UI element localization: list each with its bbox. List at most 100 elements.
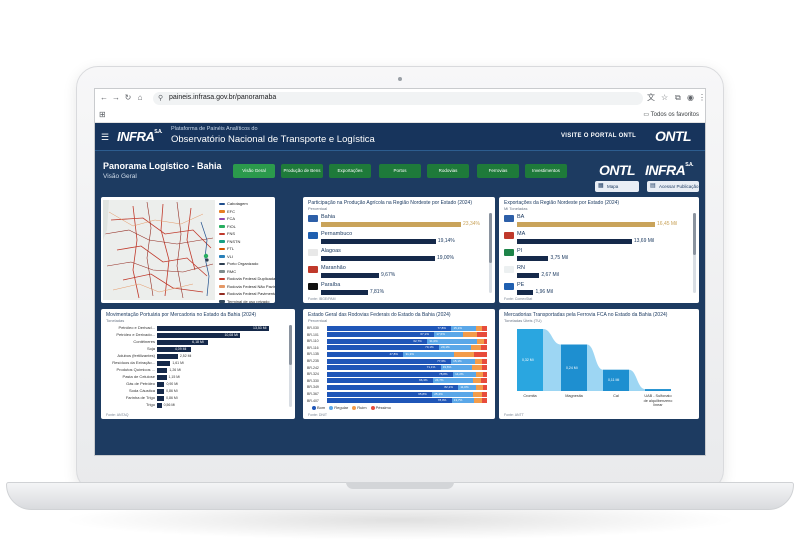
agri-bar[interactable] (321, 222, 461, 227)
map-legend-item[interactable]: FNS (218, 230, 272, 238)
profile-icon[interactable]: ◉ (687, 93, 694, 102)
visit-portal-link[interactable]: VISITE O PORTAL ONTL (561, 133, 637, 139)
tab-6[interactable]: Investimentos (525, 164, 567, 178)
address-bar[interactable]: ⚲ paineis.infrasa.gov.br/panoramaba (153, 92, 643, 105)
road-segment[interactable] (403, 351, 454, 357)
road-segment[interactable] (475, 371, 483, 377)
tab-0[interactable]: Visão Geral (233, 164, 275, 178)
road-segment[interactable] (327, 378, 434, 384)
road-segment[interactable] (482, 325, 487, 331)
port-bar[interactable] (157, 326, 269, 331)
road-segment[interactable] (327, 371, 454, 377)
agri-bar[interactable] (321, 273, 379, 278)
road-segment[interactable] (482, 398, 487, 404)
road-segment[interactable] (483, 338, 487, 344)
road-segment[interactable] (440, 365, 473, 371)
road-segment[interactable] (433, 378, 473, 384)
road-segment[interactable] (475, 358, 483, 364)
map-legend-item[interactable]: FCA (218, 215, 272, 223)
extensions-icon[interactable]: ⧉ (675, 93, 681, 102)
map-legend-item[interactable]: FTL (218, 245, 272, 253)
exports-scrollbar-thumb[interactable] (693, 213, 696, 255)
road-segment[interactable] (481, 345, 487, 351)
road-segment[interactable] (475, 325, 483, 331)
site-info-icon[interactable]: ⚲ (158, 95, 164, 102)
road-segment[interactable] (327, 325, 452, 331)
rail-bar[interactable] (603, 369, 629, 391)
back-icon[interactable]: ← (100, 93, 108, 102)
tab-5[interactable]: Ferrovias (477, 164, 519, 178)
ports-scrollbar[interactable] (289, 325, 292, 407)
road-segment[interactable] (327, 338, 428, 344)
road-segment[interactable] (462, 332, 478, 338)
road-segment[interactable] (451, 325, 476, 331)
port-bar[interactable] (157, 403, 162, 408)
bookmark-star-icon[interactable]: ☆ (661, 93, 669, 102)
tab-4[interactable]: Rodovias (427, 164, 469, 178)
port-bar[interactable] (157, 368, 168, 373)
rail-bar[interactable] (517, 329, 543, 391)
road-segment[interactable] (482, 358, 487, 364)
exports-bar[interactable] (517, 290, 534, 295)
ports-scrollbar-thumb[interactable] (289, 325, 292, 365)
exports-bar[interactable] (517, 239, 632, 244)
map-legend-item[interactable]: Rodovia Federal Não Pavimentada (218, 283, 275, 291)
access-publication-button[interactable]: ▤ Acessar Publicação (647, 181, 699, 192)
exports-scrollbar[interactable] (693, 213, 696, 293)
map-legend-item[interactable]: Porto Organizado (218, 260, 272, 268)
exports-bar[interactable] (517, 273, 540, 278)
road-segment[interactable] (472, 365, 483, 371)
road-segment[interactable] (482, 384, 487, 390)
exports-bar[interactable] (517, 222, 655, 227)
road-segment[interactable] (483, 371, 487, 377)
port-bar[interactable] (157, 333, 241, 338)
ontl-logo[interactable]: ONTL (655, 128, 692, 144)
road-segment[interactable] (327, 384, 459, 390)
map-legend-item[interactable]: FIOL (218, 223, 272, 231)
apps-grid-icon[interactable]: ⊞ (99, 110, 106, 119)
map-legend-item[interactable]: VLI (218, 253, 272, 261)
translate-icon[interactable]: 文 (647, 93, 655, 102)
road-segment[interactable] (327, 391, 433, 397)
tab-1[interactable]: Produção de Bens (281, 164, 323, 178)
road-segment[interactable] (327, 351, 404, 357)
road-segment[interactable] (476, 338, 484, 344)
port-bar[interactable] (157, 375, 167, 380)
hamburger-menu-icon[interactable]: ☰ (101, 132, 110, 142)
map-legend-item[interactable]: Rodovia Federal Pavimentada (218, 290, 275, 298)
road-segment[interactable] (482, 365, 487, 371)
road-segment[interactable] (475, 384, 483, 390)
port-bar[interactable] (157, 389, 165, 394)
road-segment[interactable] (472, 378, 481, 384)
map-multimodal-button[interactable]: ▦Mapa Multimodal (595, 181, 639, 200)
road-segment[interactable] (434, 332, 463, 338)
exports-bar[interactable] (517, 256, 549, 261)
logistics-map[interactable] (103, 200, 215, 300)
port-bar[interactable] (157, 340, 209, 345)
agri-bar[interactable] (321, 290, 368, 295)
road-segment[interactable] (474, 351, 487, 357)
road-segment[interactable] (439, 345, 472, 351)
map-legend-item[interactable]: FNSTN (218, 238, 272, 246)
map-legend-item[interactable]: Terminal de uso privado (218, 298, 272, 303)
reload-icon[interactable]: ↻ (124, 93, 132, 102)
forward-icon[interactable]: → (112, 93, 120, 102)
agri-scrollbar-thumb[interactable] (489, 213, 492, 263)
road-segment[interactable] (427, 338, 477, 344)
home-icon[interactable]: ⌂ (137, 93, 143, 102)
rail-bar[interactable] (645, 389, 671, 391)
menu-dots-icon[interactable]: ⋮ (698, 93, 706, 102)
road-segment[interactable] (453, 371, 476, 377)
port-bar[interactable] (157, 382, 165, 387)
agri-bar[interactable] (321, 256, 435, 261)
map-legend-item[interactable]: Cabotagem (218, 200, 272, 208)
tab-2[interactable]: Exportações (329, 164, 371, 178)
road-segment[interactable] (458, 384, 476, 390)
road-segment[interactable] (432, 391, 473, 397)
road-segment[interactable] (477, 332, 487, 338)
road-segment[interactable] (472, 391, 482, 397)
map-legend-item[interactable]: RMC (218, 268, 272, 276)
road-segment[interactable] (327, 358, 452, 364)
road-segment[interactable] (451, 398, 474, 404)
road-segment[interactable] (473, 398, 483, 404)
